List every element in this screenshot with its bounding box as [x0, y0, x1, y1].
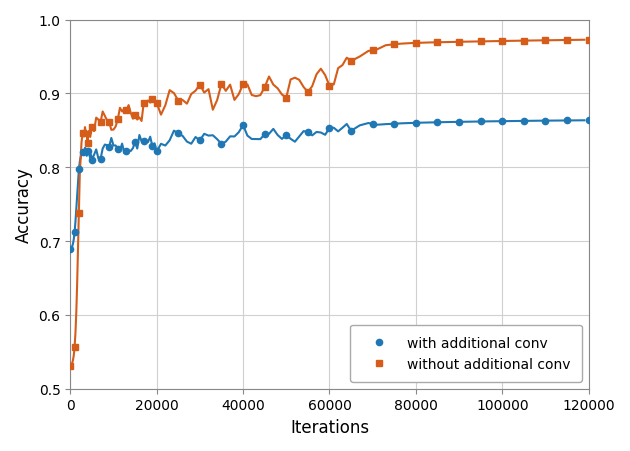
with additional conv: [84, 149, 91, 155]
with additional conv: [304, 130, 312, 135]
with additional conv: [88, 158, 96, 163]
with additional conv: [391, 122, 398, 127]
with additional conv: [282, 133, 290, 138]
with additional conv: [498, 119, 506, 124]
without additional conv: [105, 120, 113, 125]
without additional conv: [123, 108, 130, 114]
with additional conv: [369, 122, 377, 127]
with additional conv: [585, 118, 592, 124]
with additional conv: [433, 120, 441, 126]
without additional conv: [498, 39, 506, 45]
without additional conv: [304, 90, 312, 96]
without additional conv: [88, 125, 96, 131]
X-axis label: Iterations: Iterations: [290, 418, 369, 436]
without additional conv: [97, 120, 105, 126]
with additional conv: [455, 120, 463, 125]
without additional conv: [140, 101, 147, 106]
with additional conv: [149, 144, 156, 149]
without additional conv: [455, 40, 463, 46]
with additional conv: [71, 230, 78, 235]
with additional conv: [175, 131, 182, 137]
without additional conv: [218, 82, 226, 87]
with additional conv: [542, 119, 549, 124]
Y-axis label: Accuracy: Accuracy: [15, 167, 33, 243]
without additional conv: [261, 85, 268, 91]
with additional conv: [105, 145, 113, 150]
Line: without additional conv: without additional conv: [67, 37, 592, 369]
without additional conv: [75, 211, 83, 216]
without additional conv: [477, 40, 484, 45]
with additional conv: [412, 121, 420, 126]
Line: with additional conv: with additional conv: [67, 118, 592, 253]
with additional conv: [123, 148, 130, 154]
with additional conv: [75, 167, 83, 172]
without additional conv: [196, 83, 203, 88]
without additional conv: [369, 48, 377, 54]
without additional conv: [585, 38, 592, 43]
without additional conv: [412, 41, 420, 46]
with additional conv: [347, 129, 355, 134]
with additional conv: [326, 126, 333, 131]
with additional conv: [67, 247, 74, 253]
without additional conv: [114, 117, 122, 123]
with additional conv: [140, 139, 147, 144]
without additional conv: [153, 101, 161, 106]
without additional conv: [326, 84, 333, 89]
without additional conv: [79, 131, 87, 136]
with additional conv: [79, 150, 87, 155]
with additional conv: [520, 119, 528, 124]
Legend: with additional conv, without additional conv: with additional conv, without additional…: [350, 325, 581, 382]
without additional conv: [542, 38, 549, 44]
without additional conv: [520, 39, 528, 44]
with additional conv: [114, 147, 122, 152]
without additional conv: [84, 141, 91, 147]
without additional conv: [239, 82, 247, 87]
without additional conv: [175, 99, 182, 104]
without additional conv: [347, 59, 355, 64]
with additional conv: [261, 132, 268, 138]
without additional conv: [67, 364, 74, 369]
with additional conv: [239, 123, 247, 129]
without additional conv: [71, 345, 78, 350]
without additional conv: [149, 97, 156, 103]
without additional conv: [563, 38, 571, 44]
with additional conv: [563, 119, 571, 124]
with additional conv: [97, 157, 105, 162]
without additional conv: [131, 113, 139, 119]
with additional conv: [131, 140, 139, 145]
with additional conv: [218, 142, 226, 147]
without additional conv: [433, 41, 441, 46]
with additional conv: [196, 138, 203, 144]
with additional conv: [477, 120, 484, 125]
with additional conv: [153, 149, 161, 155]
without additional conv: [282, 96, 290, 101]
without additional conv: [391, 42, 398, 48]
